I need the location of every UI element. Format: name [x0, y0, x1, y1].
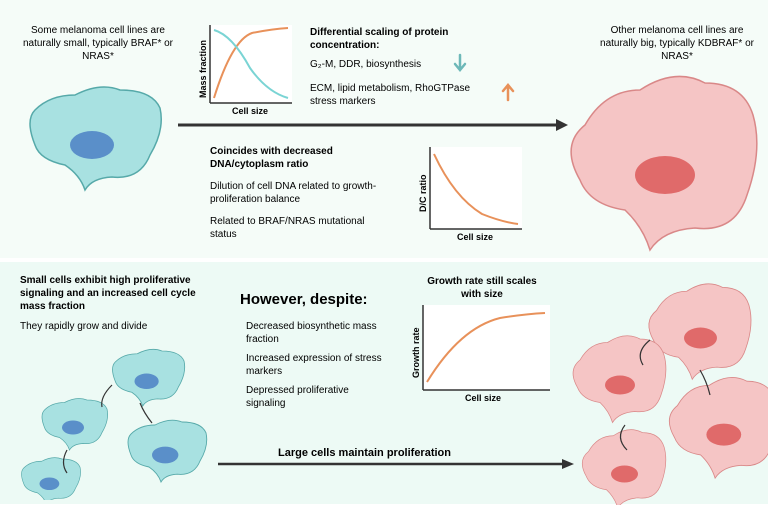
- growth-rate-chart: Growth rate Cell size: [405, 300, 555, 410]
- arrow-down-icon: [450, 53, 470, 75]
- small-cell-shape: [20, 70, 175, 200]
- big-cell-shape: [555, 55, 765, 260]
- small-cell-text: Some melanoma cell lines are naturally s…: [18, 24, 178, 63]
- dc-ratio-chart: D/C ratio Cell size: [412, 142, 527, 247]
- scaling-down: G₂-M, DDR, biosynthesis: [310, 58, 460, 71]
- mass-fraction-chart: Mass fraction Cell size: [192, 20, 297, 120]
- chart1-ylabel: Mass fraction: [198, 40, 208, 98]
- small-cells-sub: They rapidly grow and divide: [20, 320, 200, 333]
- dc-line2: Related to BRAF/NRAS mutational status: [210, 215, 390, 241]
- small-cells-title: Small cells exhibit high proliferative s…: [20, 274, 215, 313]
- chart2-ylabel: D/C ratio: [418, 174, 428, 212]
- top-arrow: [178, 117, 570, 137]
- big-cells-cluster: [555, 270, 768, 505]
- arrow-up-icon: [498, 82, 518, 104]
- bottom-arrow: [218, 458, 576, 476]
- scaling-up: ECM, lipid metabolism, RhoGTPase stress …: [310, 82, 490, 108]
- chart3-ylabel: Growth rate: [411, 327, 421, 378]
- however-l3: Depressed proliferative signaling: [246, 384, 386, 410]
- chart3-xlabel: Cell size: [465, 393, 501, 403]
- chart3-title: Growth rate still scales with size: [422, 275, 542, 301]
- small-cells-cluster: [12, 335, 222, 500]
- dc-title: Coincides with decreased DNA/cytoplasm r…: [210, 145, 390, 171]
- chart2-xlabel: Cell size: [457, 232, 493, 242]
- however-title: However, despite:: [240, 290, 368, 310]
- however-l1: Decreased biosynthetic mass fraction: [246, 320, 386, 346]
- scaling-title: Differential scaling of protein concentr…: [310, 26, 510, 52]
- dc-line1: Dilution of cell DNA related to growth-p…: [210, 180, 390, 206]
- chart1-xlabel: Cell size: [232, 106, 268, 116]
- however-l2: Increased expression of stress markers: [246, 352, 386, 378]
